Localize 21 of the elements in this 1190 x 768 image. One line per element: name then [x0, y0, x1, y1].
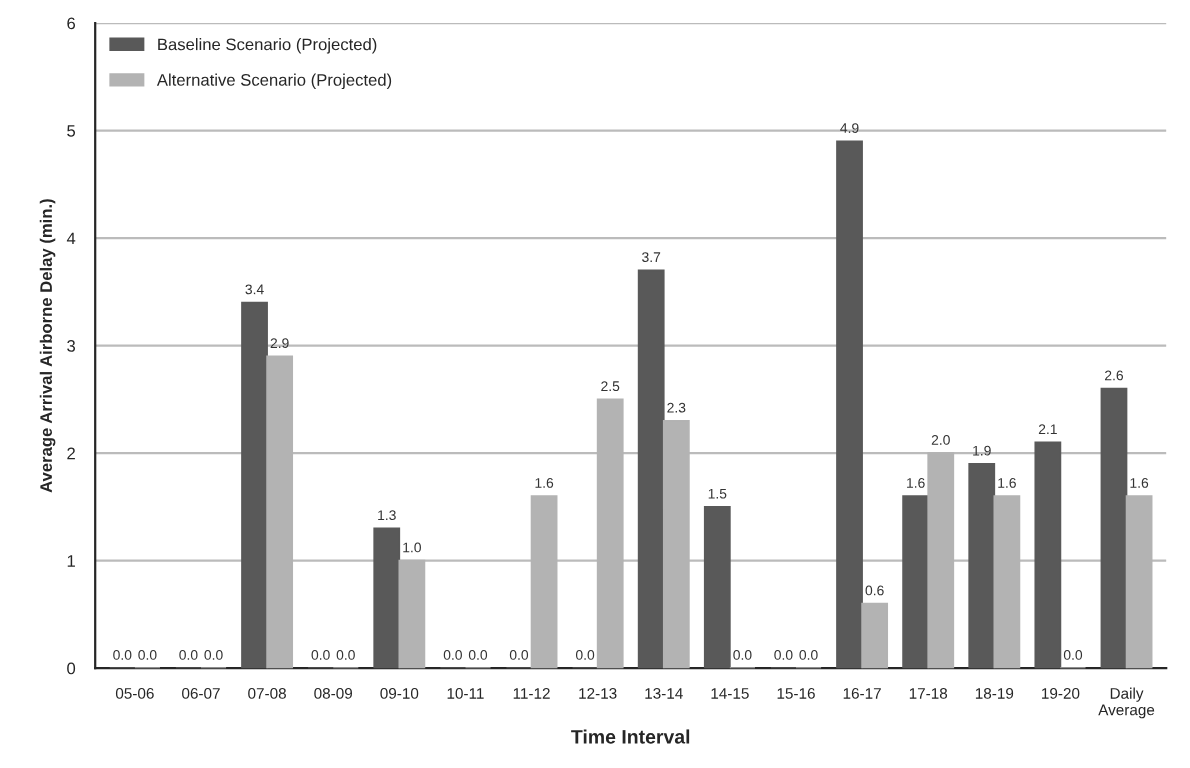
bar: [637, 269, 665, 669]
legend-label: Alternative Scenario (Projected): [156, 73, 392, 90]
bar: [1034, 441, 1062, 669]
bar: [902, 495, 930, 669]
y-tick-label: 6: [67, 17, 76, 30]
y-tick-label: 5: [67, 125, 76, 137]
bar: [836, 140, 863, 669]
y-tick-label: 3: [67, 340, 76, 352]
bar: [241, 301, 268, 669]
y-tick-label: 0: [67, 662, 76, 675]
y-axis-title: Average Arrival Airborne Delay (min.): [39, 199, 56, 493]
bar: [861, 602, 889, 669]
y-tick-label: 1: [67, 555, 75, 567]
bar: [703, 506, 731, 669]
y-tick-label: 4: [66, 232, 76, 245]
bar: [373, 527, 401, 669]
bar: [1100, 387, 1128, 669]
y-tick-label: 2: [67, 447, 75, 460]
bar: [968, 463, 996, 669]
x-axis-title: Time Interval: [571, 729, 690, 744]
legend-label: Baseline Scenario (Projected): [158, 38, 377, 54]
